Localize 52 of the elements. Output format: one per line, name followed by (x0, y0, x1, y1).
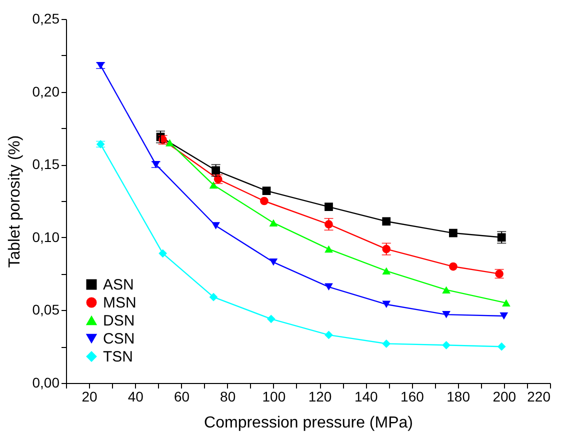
point (324, 330, 333, 340)
legend-label: CSN (103, 330, 135, 348)
point (212, 166, 220, 175)
x-tick-label: 40 (128, 388, 144, 404)
point (212, 222, 220, 230)
legend-label: ASN (103, 276, 134, 294)
y-tick-label: 0,10 (32, 228, 60, 245)
legend-label: TSN (103, 348, 133, 366)
legend-label: MSN (103, 294, 136, 312)
point (442, 286, 450, 294)
point (324, 202, 333, 212)
x-tick-label: 140 (354, 388, 378, 404)
point (262, 186, 271, 195)
point (382, 217, 391, 226)
point (382, 340, 391, 348)
x-tick-label: 200 (492, 388, 516, 404)
point (266, 314, 276, 324)
point (158, 249, 167, 258)
point (209, 292, 218, 302)
x-tick-label: 100 (262, 388, 286, 404)
x-tick-label: 20 (82, 388, 98, 404)
x-tick-label: 120 (308, 388, 332, 404)
point (442, 340, 450, 350)
point (500, 312, 508, 320)
point (442, 310, 450, 318)
point (382, 300, 391, 308)
point (449, 262, 458, 271)
point (166, 139, 174, 146)
point (209, 181, 218, 189)
point (324, 245, 333, 253)
x-tick-label: 180 (446, 388, 470, 404)
point (260, 196, 268, 206)
point (449, 228, 458, 238)
y-tick-label: 0,00 (32, 374, 60, 390)
point (497, 233, 506, 242)
x-axis-title: Compression pressure (MPa) (204, 414, 413, 432)
point (324, 283, 333, 291)
point (497, 342, 506, 351)
point (269, 219, 278, 226)
y-tick-label: 0,20 (32, 83, 60, 100)
point (382, 267, 391, 275)
x-tick-label: 60 (174, 388, 190, 404)
y-tick-label: 0,05 (32, 302, 60, 318)
point (269, 258, 278, 266)
x-tick-label: 160 (400, 388, 424, 404)
point (502, 299, 510, 307)
y-axis-title: Tablet porosity (%) (6, 135, 24, 268)
x-tick-label: 80 (220, 388, 236, 404)
legend-label: DSN (103, 312, 135, 330)
x-tick-label: 220 (527, 388, 551, 404)
y-tick-label: 0,25 (32, 10, 60, 26)
y-tick-label: 0,15 (32, 156, 60, 172)
